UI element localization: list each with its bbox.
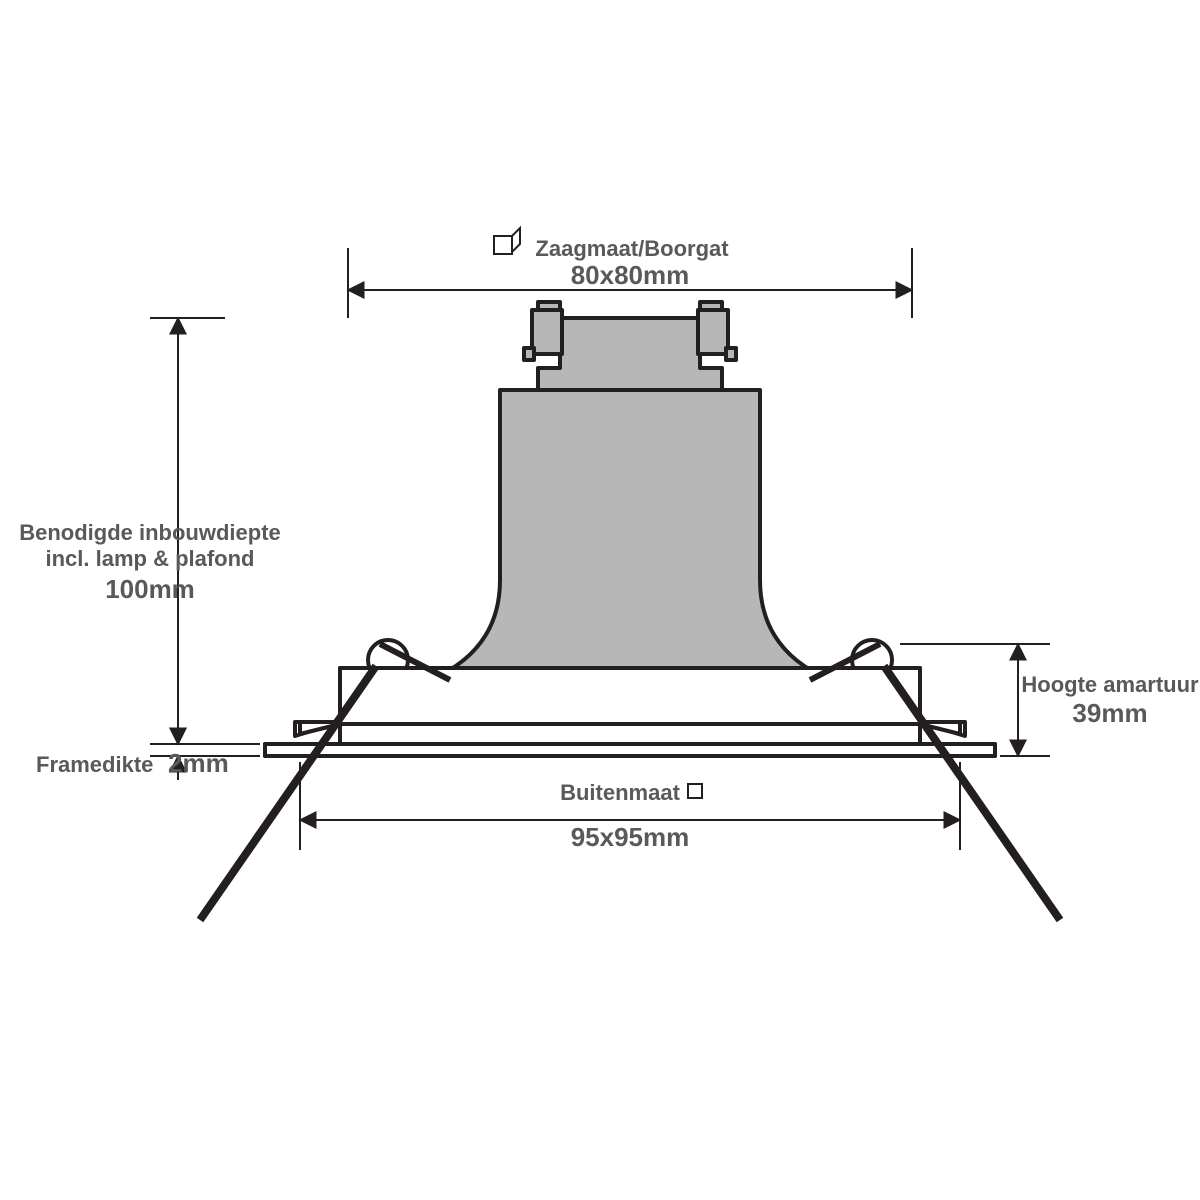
dim-outer: Buitenmaat 95x95mm — [300, 762, 960, 852]
bulb-prong-left — [532, 310, 562, 354]
dim-depth: Benodigde inbouwdiepte incl. lamp & plaf… — [19, 318, 281, 744]
dim-height: Hoogte amartuur 39mm — [900, 644, 1199, 756]
technical-drawing: Zaagmaat/Boorgat 80x80mm Benodigde inbou… — [0, 0, 1200, 1200]
frame-flange — [265, 744, 995, 756]
dim-height-value: 39mm — [1072, 698, 1147, 728]
dim-height-label: Hoogte amartuur — [1021, 672, 1199, 697]
dim-frame-value: 2mm — [168, 748, 229, 778]
bulb-prong-right — [698, 310, 728, 354]
dim-depth-label2: incl. lamp & plafond — [45, 546, 254, 571]
bulb-body — [430, 302, 830, 680]
dim-depth-value: 100mm — [105, 574, 195, 604]
dim-frame: Framedikte 2mm — [36, 720, 260, 780]
dim-outer-value: 95x95mm — [571, 822, 690, 852]
dim-outer-label: Buitenmaat — [560, 780, 680, 805]
dim-cut-hole-label: Zaagmaat/Boorgat — [535, 236, 729, 261]
dim-depth-label1: Benodigde inbouwdiepte — [19, 520, 281, 545]
dim-cut-hole-value: 80x80mm — [571, 260, 690, 290]
clip-wire-left-b — [200, 666, 376, 920]
dim-cut-hole: Zaagmaat/Boorgat 80x80mm — [348, 228, 912, 318]
dim-frame-label: Framedikte — [36, 752, 153, 777]
clip-wire-right-b — [884, 666, 1060, 920]
